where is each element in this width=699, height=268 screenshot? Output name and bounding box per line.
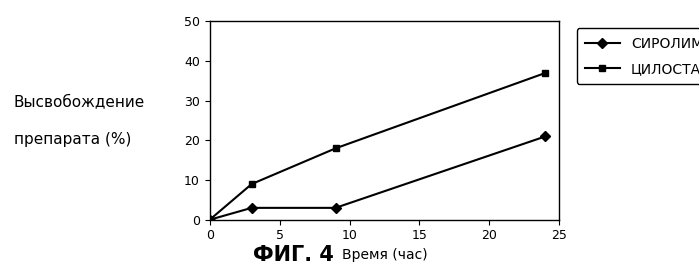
Legend: СИРОЛИМУС, ЦИЛОСТАЗОЛ: СИРОЛИМУС, ЦИЛОСТАЗОЛ	[577, 28, 699, 84]
Line: СИРОЛИМУС: СИРОЛИМУС	[206, 133, 549, 223]
СИРОЛИМУС	[541, 135, 549, 138]
Text: Высвобождение: Высвобождение	[14, 94, 145, 109]
ЦИЛОСТАЗОЛ	[206, 218, 214, 221]
X-axis label: Время (час): Время (час)	[342, 248, 427, 262]
Text: ФИГ. 4: ФИГ. 4	[253, 245, 334, 265]
СИРОЛИМУС	[247, 206, 256, 210]
Line: ЦИЛОСТАЗОЛ: ЦИЛОСТАЗОЛ	[206, 69, 549, 223]
ЦИЛОСТАЗОЛ	[331, 147, 340, 150]
СИРОЛИМУС	[206, 218, 214, 221]
СИРОЛИМУС	[331, 206, 340, 210]
ЦИЛОСТАЗОЛ	[541, 71, 549, 75]
Text: препарата (%): препарата (%)	[14, 132, 131, 147]
ЦИЛОСТАЗОЛ	[247, 183, 256, 186]
